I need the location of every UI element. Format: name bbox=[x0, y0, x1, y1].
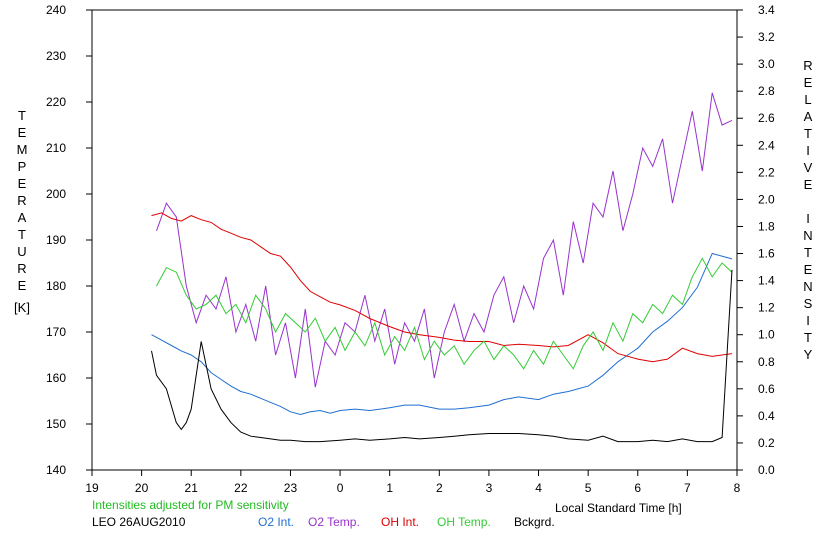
x-tick-label: 19 bbox=[85, 481, 99, 495]
y-left-tick-label: 180 bbox=[46, 279, 66, 293]
y-right-label-letter: I bbox=[806, 313, 810, 328]
y-right-label-letter: V bbox=[804, 160, 813, 175]
y-right-label-letter: S bbox=[804, 296, 813, 311]
plot-area-border bbox=[91, 9, 738, 471]
legend-entry-o2-temp: O2 Temp. bbox=[308, 515, 360, 529]
y-left-tick-label: 230 bbox=[46, 49, 66, 63]
y-left-tick-label: 160 bbox=[46, 371, 66, 385]
y-right-label-letter: A bbox=[804, 109, 813, 124]
series-line-o2-int bbox=[151, 252, 733, 416]
x-tick-label: 5 bbox=[585, 481, 592, 495]
y-right-tick-label: 3.2 bbox=[758, 30, 775, 44]
series-line-bckgrd bbox=[151, 269, 733, 443]
y-right-tick-label: 1.4 bbox=[758, 274, 775, 288]
y-right-tick-label: 1.6 bbox=[758, 247, 775, 261]
y-right-tick-label: 2.4 bbox=[758, 138, 775, 152]
plot-frame bbox=[91, 9, 738, 471]
legend-entry-oh-temp: OH Temp. bbox=[437, 515, 491, 529]
y-right-tick-label: 0.4 bbox=[758, 409, 775, 423]
y-axis-right: 0.0 0.2 0.4 0.6 0.8 1.0 1.2 1.4 1.6 1.8 2.0 2.2 2.4 2… bbox=[737, 3, 775, 477]
y-left-label-letter: M bbox=[17, 142, 28, 157]
x-tick-label: 21 bbox=[185, 481, 199, 495]
y-left-unit-label: [K] bbox=[14, 300, 30, 315]
y-right-label-letter: L bbox=[804, 92, 811, 107]
x-axis-label: Local Standard Time [h] bbox=[555, 501, 682, 515]
x-tick-label: 6 bbox=[634, 481, 641, 495]
y-left-label-letter: R bbox=[17, 261, 26, 276]
y-right-tick-label: 0.8 bbox=[758, 355, 775, 369]
y-right-label-letter: T bbox=[804, 330, 812, 345]
series-line-o2-temp bbox=[156, 92, 733, 388]
y-left-label-letter: A bbox=[18, 210, 27, 225]
station-label: LEO 26AUG2010 bbox=[92, 515, 186, 529]
series-layer bbox=[151, 92, 733, 443]
y-right-tick-label: 1.0 bbox=[758, 328, 775, 342]
y-right-tick-label: 2.8 bbox=[758, 84, 775, 98]
y-left-label-letter: E bbox=[18, 176, 27, 191]
series-line-oh-int bbox=[151, 212, 733, 363]
x-tick-label: 7 bbox=[684, 481, 691, 495]
y-right-tick-label: 1.2 bbox=[758, 301, 775, 315]
x-tick-label: 4 bbox=[535, 481, 542, 495]
y-right-label-letter: T bbox=[804, 245, 812, 260]
y-left-label-letter: E bbox=[18, 125, 27, 140]
y-left-label-letter: P bbox=[18, 159, 27, 174]
y-right-tick-label: 1.8 bbox=[758, 219, 775, 233]
x-tick-label: 20 bbox=[135, 481, 149, 495]
legend: O2 Int. O2 Temp. OH Int. OH Temp. Bckgrd. bbox=[258, 515, 555, 529]
x-tick-label: 2 bbox=[436, 481, 443, 495]
y-left-tick-label: 150 bbox=[46, 417, 66, 431]
y-left-tick-label: 140 bbox=[46, 463, 66, 477]
x-tick-label: 23 bbox=[284, 481, 298, 495]
y-left-label-letter: E bbox=[18, 278, 27, 293]
y-right-tick-label: 3.0 bbox=[758, 57, 775, 71]
x-axis: 19 20 21 22 23 0 1 2 3 4 5 6 7 8 bbox=[85, 470, 741, 495]
y-left-tick-label: 210 bbox=[46, 141, 66, 155]
y-right-label-letter: N bbox=[803, 228, 812, 243]
series-line-oh-temp bbox=[156, 257, 733, 370]
y-right-label-letter: I bbox=[806, 143, 810, 158]
x-tick-label: 0 bbox=[337, 481, 344, 495]
x-tick-label: 22 bbox=[234, 481, 248, 495]
y-right-label-letter: E bbox=[804, 75, 813, 90]
y-right-label-letter: E bbox=[804, 262, 813, 277]
y-left-label-letter: U bbox=[17, 244, 26, 259]
y-left-tick-label: 220 bbox=[46, 95, 66, 109]
legend-entry-o2-int: O2 Int. bbox=[258, 515, 294, 529]
y-right-tick-label: 0.0 bbox=[758, 463, 775, 477]
x-tick-label: 1 bbox=[386, 481, 393, 495]
y-left-label-letter: T bbox=[18, 227, 26, 242]
y-left-label-letter: R bbox=[17, 193, 26, 208]
y-left-tick-label: 170 bbox=[46, 325, 66, 339]
x-tick-label: 3 bbox=[486, 481, 493, 495]
y-left-tick-label: 190 bbox=[46, 233, 66, 247]
y-axis-left: 140 150 160 170 180 190 200 210 220 230 240 bbox=[46, 3, 92, 477]
legend-entry-oh-int: OH Int. bbox=[381, 515, 419, 529]
y-right-tick-label: 0.6 bbox=[758, 382, 775, 396]
y-right-tick-label: 3.4 bbox=[758, 3, 775, 17]
y-left-tick-label: 200 bbox=[46, 187, 66, 201]
x-tick-label: 8 bbox=[734, 481, 741, 495]
y-right-tick-label: 2.0 bbox=[758, 192, 775, 206]
y-right-label-letter: Y bbox=[804, 347, 813, 362]
y-right-tick-label: 2.2 bbox=[758, 165, 775, 179]
legend-entry-bckgrd: Bckgrd. bbox=[514, 515, 555, 529]
y-right-label-letter: E bbox=[804, 177, 813, 192]
y-right-tick-label: 0.2 bbox=[758, 436, 775, 450]
y-right-label-letter: T bbox=[804, 126, 812, 141]
y-left-label-letter: T bbox=[18, 108, 26, 123]
y-right-label-letter: R bbox=[803, 58, 812, 73]
y-right-tick-label: 2.6 bbox=[758, 111, 775, 125]
y-right-label-letter: N bbox=[803, 279, 812, 294]
sensitivity-note: Intensities adjusted for PM sensitivity bbox=[92, 498, 289, 512]
y-left-tick-label: 240 bbox=[46, 3, 66, 17]
y-right-label-letter: I bbox=[806, 211, 810, 226]
